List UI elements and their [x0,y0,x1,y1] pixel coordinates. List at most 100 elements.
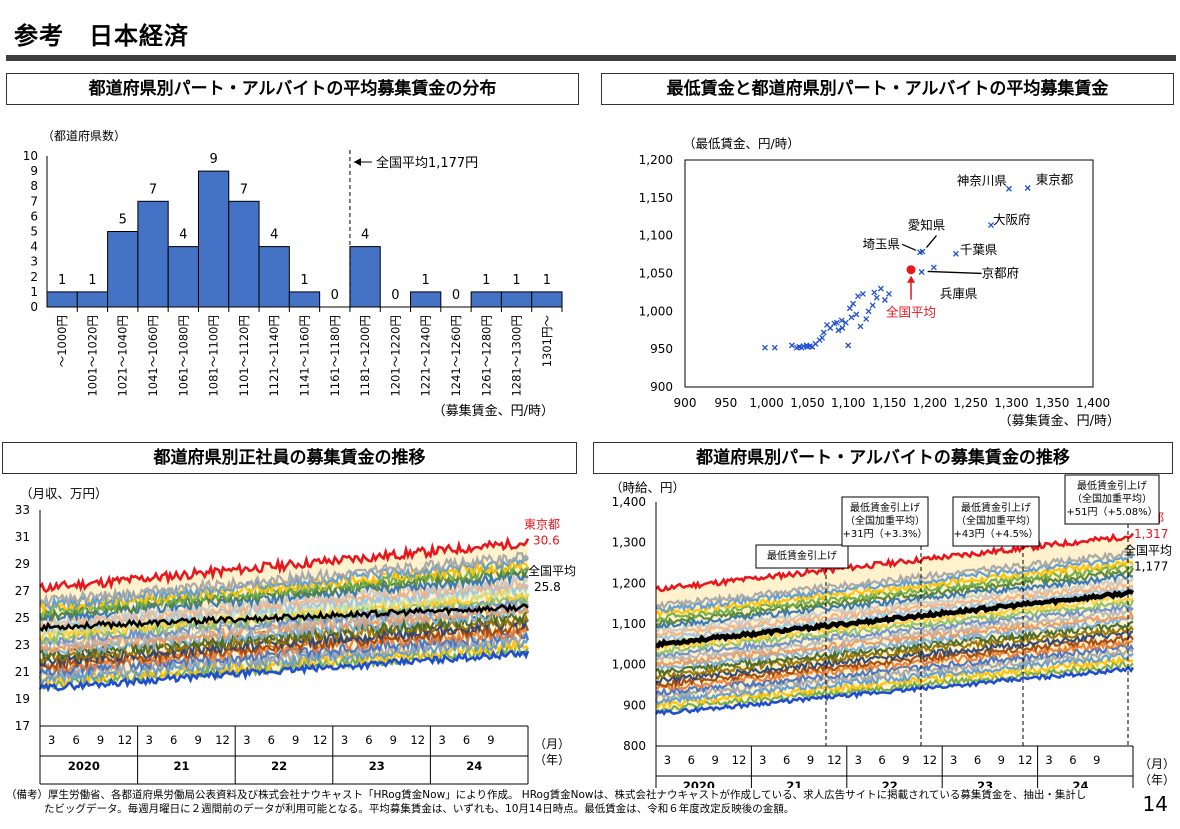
part-callout-box [952,496,1040,547]
scatter-point [873,294,880,301]
regular-month-tick: 6 [268,733,275,747]
scatter-point [798,344,805,351]
scatter-x-tick: 1,350 [1035,396,1069,410]
hist-bar-label: 1 [88,273,96,288]
scatter-point [771,344,778,351]
scatter-point [952,250,959,257]
regular-month-tick: 9 [487,733,494,747]
regular-year-tick: 2020 [68,759,100,773]
part-callout-text: 最低賃金引上げ [1077,479,1147,492]
part-month-tick: 9 [998,753,1005,767]
hist-x-tick: 1241～1260円 [449,315,463,397]
regular-month-tick: 6 [365,733,372,747]
scatter-point [835,327,842,334]
part-month-tick: 6 [688,753,695,767]
part-year-tick: 24 [1073,779,1089,788]
part-y-tick: 1,300 [612,536,646,550]
hist-x-tick: 1101～1120円 [237,315,251,397]
scatter-y-tick: 1,200 [639,153,673,167]
part-prefecture-line [655,609,1135,668]
regular-prefecture-line [38,551,529,610]
part-y-tick: 800 [623,739,646,753]
scatter-point [871,289,878,296]
hist-bar [46,291,78,308]
part-average-label: 全国平均 [1124,543,1172,558]
part-month-tick: 3 [1045,753,1052,767]
regular-month-tick: 6 [72,733,79,747]
regular-month-tick: 12 [410,733,425,747]
source-note-line1: （備考）厚生労働省、各都道府県労働局公表資料及び株式会社ナウキャスト「HRog賃… [6,789,1087,801]
scatter-title: 最低賃金と都道府県別パート・アルバイトの平均募集賃金 [601,73,1174,105]
regular-month-tick: 9 [292,733,299,747]
scatter-point [853,311,860,318]
scatter-average-label: 全国平均 [886,305,936,320]
part-month-tick: 9 [711,753,718,767]
hist-bar-label: 1 [512,273,520,288]
hist-bar [470,291,502,308]
hist-bar-label: 4 [361,228,369,243]
regular-y-tick: 17 [15,719,30,733]
regular-month-tick: 9 [194,733,201,747]
regular-year-tick: 23 [369,759,385,773]
regular-x-unit: （月） [534,737,570,751]
page-title: 参考 日本経済 [14,22,189,50]
part-callout-text: 最低賃金引上げ [850,501,920,514]
part-prefecture-line [655,572,1134,629]
part-chart: （時給、円）8009001,0001,1001,2001,3001,400東京都… [610,474,1175,788]
scatter-point [846,305,853,312]
regular-month-tick: 3 [341,733,348,747]
scatter-point [869,302,876,309]
part-prefecture-line [655,576,1134,634]
hist-bar-label: 0 [331,288,339,303]
hist-bar [197,170,230,308]
title-rule [6,55,1176,61]
scatter-plot-area [684,159,1094,388]
hist-bar [410,291,442,308]
scatter-y-tick: 950 [650,342,673,356]
scatter-average-arrowhead [907,275,916,283]
regular-tokyo-line [38,535,530,594]
part-prefecture-line [655,660,1134,713]
scatter-point [863,315,870,322]
part-year-tick: 2020 [683,779,715,788]
scatter-point-label: 神奈川県 [957,173,1007,188]
hist-bar-label: 0 [391,288,399,303]
scatter-y-tick: 1,150 [639,191,673,205]
part-prefecture-line [655,581,1134,638]
scatter-x-tick: 1,400 [1076,396,1110,410]
part-callout-box [755,544,849,569]
regular-y-tick: 23 [15,638,30,652]
part-month-tick: 6 [878,753,885,767]
part-average-value: 1,177 [1134,560,1168,574]
scatter-y-tick: 900 [650,380,673,394]
regular-y-label: （月収、万円） [20,486,108,501]
scatter-point [855,293,861,300]
hist-bar-label: 1 [543,273,551,288]
part-month-tick: 9 [902,753,909,767]
regular-tokyo-value: 30.6 [533,533,560,547]
hist-bar-label: 1 [482,273,490,288]
part-callout-text: （全国加重平均） [845,514,925,527]
hist-y-tick: 6 [30,209,38,223]
regular-title: 都道府県別正社員の募集賃金の推移 [2,442,577,474]
hist-bar-label: 1 [422,273,430,288]
regular-month-tick: 12 [313,733,328,747]
regular-year-tick: 22 [271,759,287,773]
part-month-tick: 6 [974,753,981,767]
hist-y-tick: 3 [30,255,38,269]
part-prefecture-line [656,606,1134,663]
scatter-point-label: 愛知県 [908,218,946,233]
scatter-y-tick: 1,050 [639,267,673,281]
hist-x-tick: 1041～1060円 [146,315,160,397]
regular-year-unit: （年） [534,753,570,767]
scatter-point-label: 東京都 [1036,172,1074,187]
scatter-x-tick: 1,050 [790,396,824,410]
part-average-line [655,589,1135,649]
hist-bar [258,246,290,308]
scatter-x-tick: 900 [674,396,697,410]
hist-x-label: （募集賃金、円/時） [433,403,554,419]
scatter-point [833,319,840,326]
part-prefecture-line [656,638,1134,692]
hist-y-tick: 5 [30,225,38,239]
regular-year-tick: 21 [174,759,190,773]
